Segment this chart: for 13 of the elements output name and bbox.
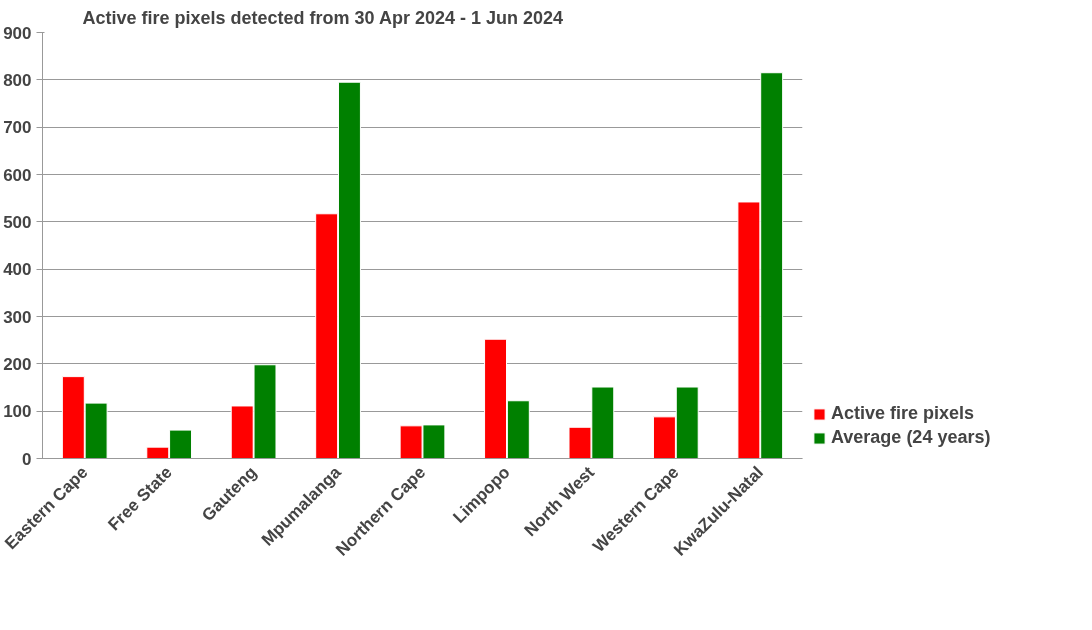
y-tick-label: 0: [22, 449, 32, 469]
y-tick-label: 700: [3, 118, 32, 138]
y-tick-label: 500: [3, 212, 32, 232]
y-tick-label: 600: [3, 165, 32, 185]
y-tick-label: 400: [3, 260, 32, 280]
y-tick-label: 900: [3, 23, 32, 43]
chart-title: Active fire pixels detected from 30 Apr 2024 - 1 Jun 2024: [82, 7, 564, 28]
legend-label: Active fire pixels: [831, 403, 975, 424]
y-tick-label: 200: [3, 354, 32, 374]
y-tick-label: 800: [3, 70, 32, 90]
y-tick-label: 100: [3, 402, 32, 422]
y-tick-label: 300: [3, 307, 32, 327]
legend-label: Average (24 years): [831, 427, 991, 448]
